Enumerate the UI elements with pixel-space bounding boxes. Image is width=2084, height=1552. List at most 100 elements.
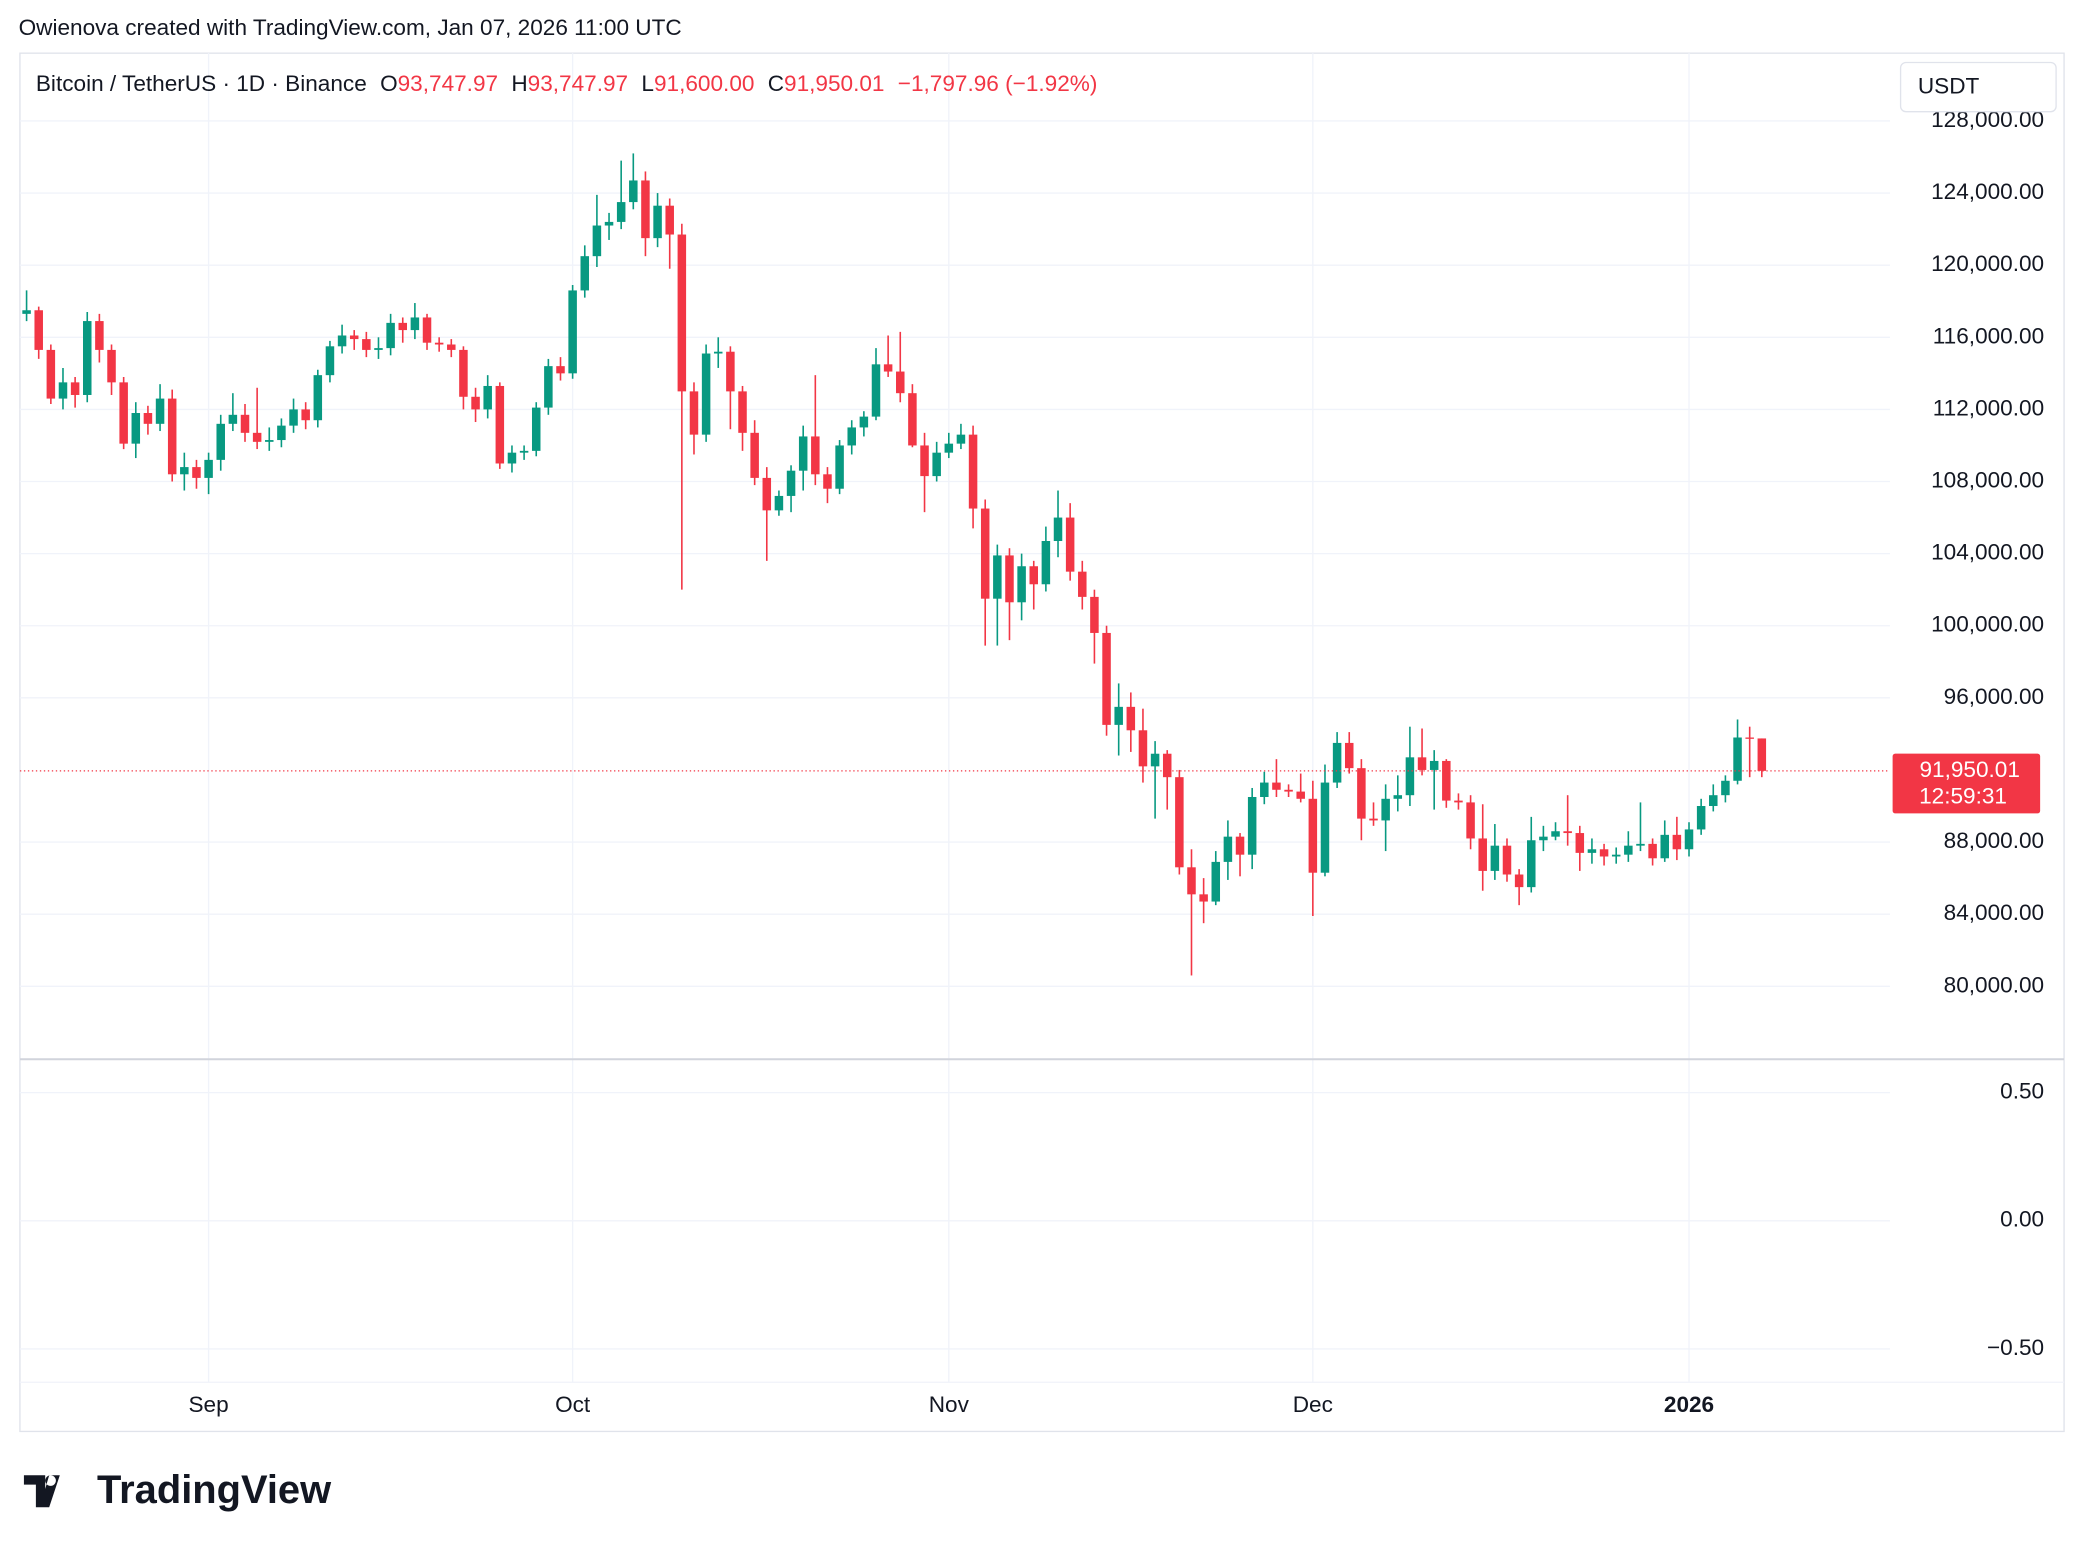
logo-icon <box>23 1475 60 1508</box>
candle-body <box>1114 706 1123 725</box>
candle-body <box>592 225 602 257</box>
candle-body <box>1296 791 1305 799</box>
y-tick-label: 84,000.00 <box>1944 900 2044 925</box>
candle-body <box>956 434 966 444</box>
change-label: −1,797.96 (−1.92%) <box>898 71 1098 96</box>
candle-body <box>1272 782 1281 790</box>
candle-body <box>1587 849 1597 853</box>
candle-body <box>1539 836 1548 841</box>
candle-body <box>1757 738 1767 771</box>
candle-body <box>1466 802 1475 839</box>
candle-body <box>228 414 238 424</box>
candle-body <box>313 375 323 421</box>
candle-body <box>859 416 869 428</box>
ohlc-key: C <box>768 71 784 96</box>
candle-body <box>1029 566 1038 585</box>
candle-body <box>107 349 116 383</box>
candle-body <box>1575 833 1585 853</box>
candle-body <box>1041 541 1051 585</box>
candle-body <box>167 398 177 475</box>
candle-body <box>1490 845 1500 871</box>
candle-body <box>1527 840 1536 888</box>
candle-body <box>1235 836 1245 855</box>
x-tick-label: Oct <box>555 1392 591 1417</box>
candle-body <box>1478 838 1487 871</box>
candle-body <box>180 467 189 475</box>
y-tick-label: 108,000.00 <box>1931 467 2044 492</box>
candle-body <box>1733 737 1742 781</box>
candle-body <box>896 371 905 394</box>
candle-body <box>1211 861 1221 902</box>
candle-body <box>289 409 298 426</box>
candle-body <box>932 452 941 477</box>
ohlc-key: O <box>380 71 398 96</box>
candle-body <box>1709 795 1718 807</box>
candle-body <box>1696 806 1706 830</box>
candle-body <box>1332 742 1342 783</box>
candle-body <box>471 396 480 410</box>
candle-body <box>374 348 383 350</box>
legend-title: Bitcoin / TetherUS · 1D · Binance O93,747… <box>36 71 1098 96</box>
candle-body <box>980 508 990 599</box>
logo: TradingView <box>23 1468 332 1512</box>
candle-body <box>920 445 929 477</box>
candle-body <box>883 364 893 372</box>
candle-body <box>908 393 917 446</box>
candle-body <box>1454 800 1463 803</box>
candle-body <box>1187 867 1196 895</box>
candle-body <box>677 234 687 392</box>
candle-body <box>204 459 213 478</box>
candle-body <box>726 351 735 392</box>
candle-body <box>823 474 832 489</box>
candle-body <box>1223 836 1233 862</box>
candle-body <box>689 391 699 435</box>
candle-body <box>798 436 808 471</box>
candle-body <box>447 344 456 350</box>
candle-body <box>155 398 165 424</box>
y-tick-label: 104,000.00 <box>1931 540 2044 565</box>
candle-body <box>22 310 31 314</box>
candle-body <box>580 256 590 291</box>
candle-body <box>629 180 638 203</box>
candle-body <box>774 495 784 511</box>
logo-text: TradingView <box>97 1468 332 1512</box>
price-label-box <box>1892 753 2041 814</box>
currency-box[interactable] <box>1899 61 2057 113</box>
candle-body <box>1660 834 1669 859</box>
candle-body <box>398 322 408 331</box>
candle-body <box>58 382 68 399</box>
candle-body <box>1563 831 1572 834</box>
candle-body <box>95 321 104 350</box>
candle-body <box>701 353 711 435</box>
candle-body <box>762 477 772 511</box>
candle-body <box>871 364 881 417</box>
candle-body <box>1260 782 1269 797</box>
price-label: 91,950.01 <box>1919 757 2019 782</box>
candle-body <box>653 205 662 239</box>
ohlc-value: 91,950.01 <box>784 71 884 96</box>
candle-body <box>519 450 529 453</box>
x-tick-label: Sep <box>189 1392 229 1417</box>
candle-body <box>495 385 505 464</box>
candle-body <box>604 221 614 226</box>
candle-body <box>1611 854 1621 857</box>
candle-body <box>240 414 250 433</box>
x-tick-label: Nov <box>929 1392 970 1417</box>
candle-body <box>483 385 492 410</box>
candle-body <box>1247 796 1257 855</box>
candle-body <box>1320 782 1330 873</box>
attribution: Owienova created with TradingView.com, J… <box>19 15 682 40</box>
candle-body <box>1624 845 1633 855</box>
candle-body <box>568 290 577 374</box>
y-tick-label: 116,000.00 <box>1933 323 2044 348</box>
candle-body <box>738 391 747 433</box>
candle-body <box>786 470 796 496</box>
y-tick-label: 0.00 <box>2000 1207 2044 1232</box>
candle-body <box>750 432 759 478</box>
candle-body <box>544 366 553 408</box>
candle-body <box>1502 845 1512 875</box>
y-tick-label: 124,000.00 <box>1931 179 2044 204</box>
candle-body <box>1053 517 1063 542</box>
